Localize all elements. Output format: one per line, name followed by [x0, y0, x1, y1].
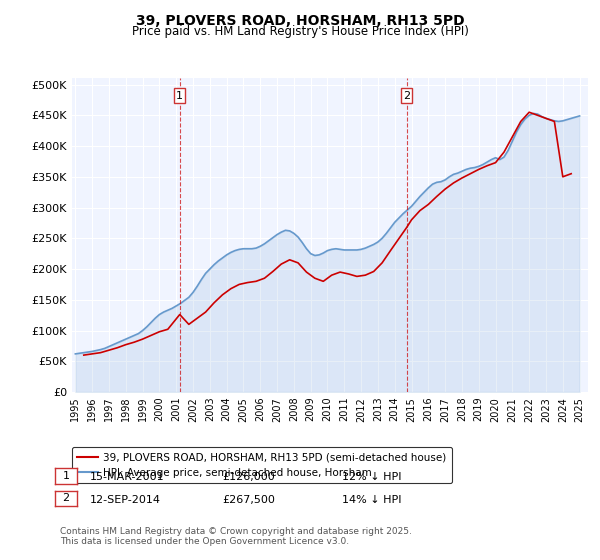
Text: 12-SEP-2014: 12-SEP-2014	[90, 494, 161, 505]
Legend: 39, PLOVERS ROAD, HORSHAM, RH13 5PD (semi-detached house), HPI: Average price, s: 39, PLOVERS ROAD, HORSHAM, RH13 5PD (sem…	[72, 447, 452, 483]
Text: 14% ↓ HPI: 14% ↓ HPI	[342, 494, 401, 505]
Text: 15-MAR-2001: 15-MAR-2001	[90, 472, 164, 482]
Text: £267,500: £267,500	[222, 494, 275, 505]
Text: Price paid vs. HM Land Registry's House Price Index (HPI): Price paid vs. HM Land Registry's House …	[131, 25, 469, 38]
Text: 2: 2	[403, 91, 410, 101]
Text: 2: 2	[62, 493, 70, 503]
Text: 1: 1	[62, 471, 70, 481]
Text: 12% ↓ HPI: 12% ↓ HPI	[342, 472, 401, 482]
Text: £126,000: £126,000	[222, 472, 275, 482]
Text: 39, PLOVERS ROAD, HORSHAM, RH13 5PD: 39, PLOVERS ROAD, HORSHAM, RH13 5PD	[136, 14, 464, 28]
Text: Contains HM Land Registry data © Crown copyright and database right 2025.
This d: Contains HM Land Registry data © Crown c…	[60, 526, 412, 546]
Text: 1: 1	[176, 91, 183, 101]
